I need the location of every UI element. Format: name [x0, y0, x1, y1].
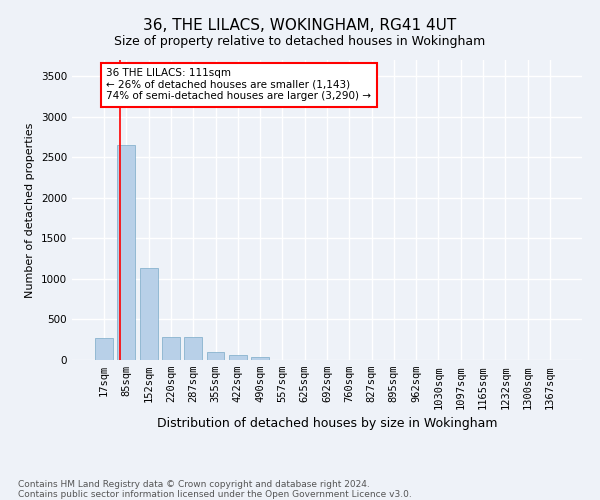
Text: Contains HM Land Registry data © Crown copyright and database right 2024.
Contai: Contains HM Land Registry data © Crown c…	[18, 480, 412, 499]
Text: Size of property relative to detached houses in Wokingham: Size of property relative to detached ho…	[115, 34, 485, 48]
Text: 36, THE LILACS, WOKINGHAM, RG41 4UT: 36, THE LILACS, WOKINGHAM, RG41 4UT	[143, 18, 457, 32]
Bar	[251, 357, 269, 360]
Y-axis label: Number of detached properties: Number of detached properties	[25, 122, 35, 298]
Bar	[229, 355, 247, 360]
Bar	[162, 338, 180, 360]
X-axis label: Distribution of detached houses by size in Wokingham: Distribution of detached houses by size …	[157, 417, 497, 430]
Bar	[118, 145, 136, 360]
Bar	[140, 268, 158, 360]
Text: 36 THE LILACS: 111sqm
← 26% of detached houses are smaller (1,143)
74% of semi-d: 36 THE LILACS: 111sqm ← 26% of detached …	[106, 68, 371, 102]
Bar	[184, 338, 202, 360]
Bar	[95, 338, 113, 360]
Bar	[206, 352, 224, 360]
